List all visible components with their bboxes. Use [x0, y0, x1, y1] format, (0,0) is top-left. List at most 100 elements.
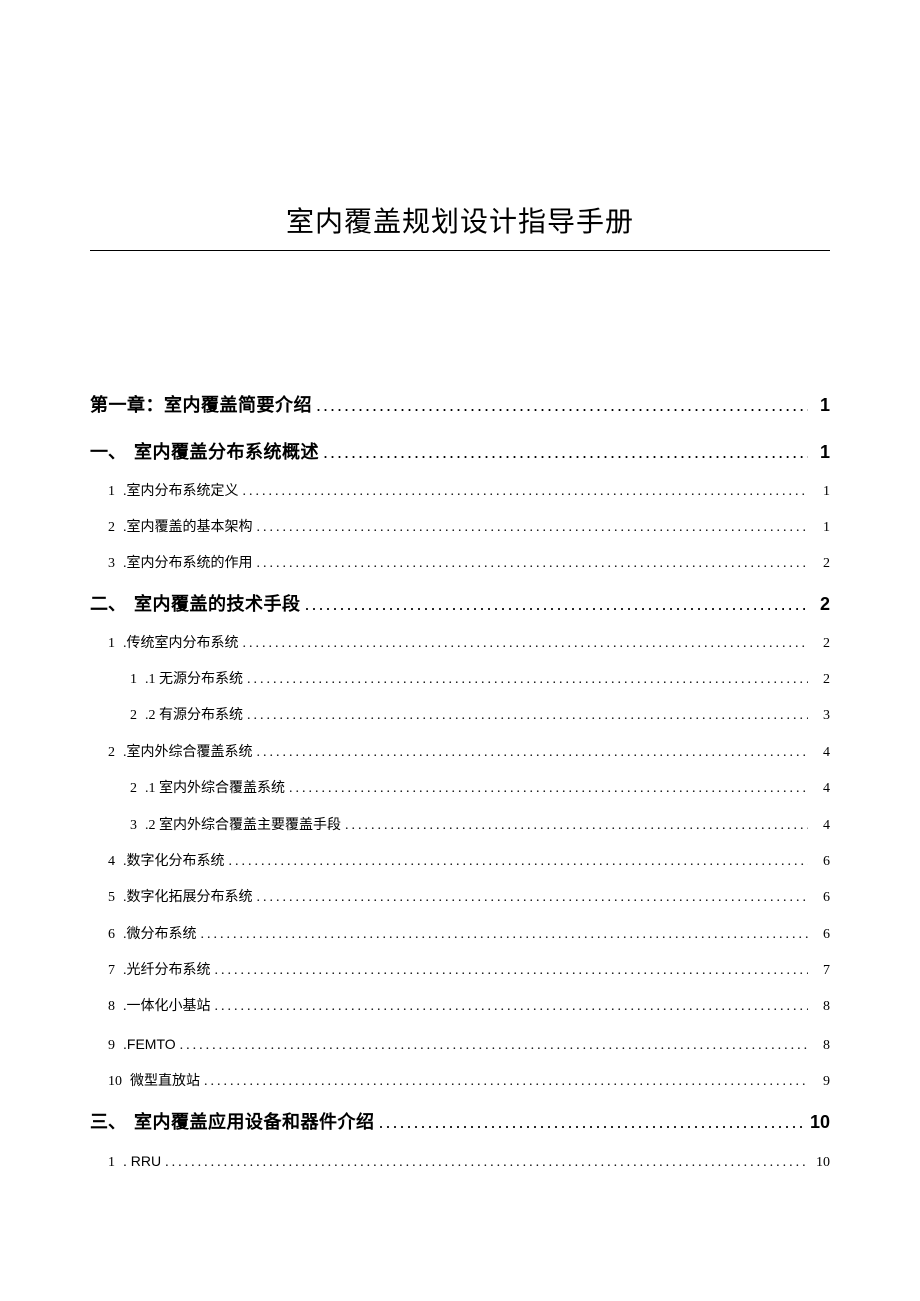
toc-entry-number: 2 — [130, 705, 137, 727]
toc-leader-dots — [257, 887, 809, 909]
toc-entry: 2 .室内覆盖的基本架构 1 — [90, 517, 830, 539]
toc-leader-dots — [180, 1035, 808, 1057]
toc-entry-number: 1 — [108, 1152, 115, 1174]
toc-entry-page: 9 — [812, 1071, 830, 1093]
toc-entry-page: 4 — [812, 742, 830, 764]
toc-entry-label: .数字化分布系统 — [123, 851, 225, 873]
toc-entry-label: 室内覆盖分布系统概述 — [134, 438, 319, 467]
toc-entry-page: 1 — [812, 517, 830, 539]
toc-entry-number: 2 — [130, 778, 137, 800]
toc-entry-number: 9 — [108, 1035, 115, 1057]
toc-entry-number: 3 — [130, 815, 137, 837]
toc-leader-dots — [229, 851, 809, 873]
toc-leader-dots — [243, 481, 809, 503]
toc-entry-label: .室内外综合覆盖系统 — [123, 742, 253, 764]
toc-entry-label: .2 有源分布系统 — [145, 705, 243, 727]
toc-entry: 7 .光纤分布系统 7 — [90, 960, 830, 982]
toc-entry: 8 .一体化小基站 8 — [90, 996, 830, 1018]
toc-entry-page: 1 — [812, 481, 830, 503]
toc-entry-number: 1 — [130, 669, 137, 691]
toc-entry: 二、室内覆盖的技术手段 2 — [90, 590, 830, 619]
toc-leader-dots — [247, 705, 808, 727]
toc-leader-dots — [257, 517, 809, 539]
toc-leader-dots — [257, 742, 809, 764]
toc-entry: 4 .数字化分布系统 6 — [90, 851, 830, 873]
toc-entry-number: 1 — [108, 481, 115, 503]
toc-entry: 3 .2 室内外综合覆盖主要覆盖手段 4 — [90, 815, 830, 837]
toc-entry-label: .数字化拓展分布系统 — [123, 887, 253, 909]
toc-entry-page: 2 — [812, 553, 830, 575]
toc-leader-dots — [201, 924, 809, 946]
toc-entry-label: .2 室内外综合覆盖主要覆盖手段 — [145, 815, 341, 837]
toc-entry: 6.微分布系统6 — [90, 924, 830, 946]
toc-entry-label: .室内覆盖的基本架构 — [123, 517, 253, 539]
toc-entry: 9 .FEMTO 8 — [90, 1033, 830, 1057]
toc-leader-dots — [379, 1108, 806, 1137]
toc-entry-page: 6 — [812, 851, 830, 873]
toc-entry-number: 2 — [108, 742, 115, 764]
toc-entry-number: 7 — [108, 960, 115, 982]
toc-entry-page: 8 — [812, 996, 830, 1018]
toc-leader-dots — [305, 590, 809, 619]
toc-entry-label: .室内分布系统的作用 — [123, 553, 253, 575]
toc-entry-page: 2 — [812, 633, 830, 655]
toc-entry-page: 10 — [810, 1108, 830, 1137]
toc-entry-label: .FEMTO — [123, 1033, 176, 1055]
toc-entry-number: 2 — [108, 517, 115, 539]
toc-entry: 2 .室内外综合覆盖系统 4 — [90, 742, 830, 764]
toc-entry-page: 10 — [812, 1152, 830, 1174]
document-page: 室内覆盖规划设计指导手册 第一章：室内覆盖简要介绍1一、室内覆盖分布系统概述11… — [0, 0, 920, 1249]
toc-entry-number: 三、 — [90, 1108, 126, 1137]
toc-entry: 10微型直放站9 — [90, 1071, 830, 1093]
toc-entry-label: 第一章：室内覆盖简要介绍 — [90, 391, 312, 420]
toc-leader-dots — [316, 391, 808, 420]
toc-leader-dots — [165, 1152, 808, 1174]
toc-leader-dots — [345, 815, 808, 837]
toc-entry-page: 2 — [812, 590, 830, 619]
toc-entry-number: 一、 — [90, 438, 126, 467]
toc-entry-number: 1 — [108, 633, 115, 655]
toc-entry-label: .传统室内分布系统 — [123, 633, 239, 655]
toc-entry-number: 10 — [108, 1071, 122, 1093]
toc-entry-page: 1 — [812, 438, 830, 467]
toc-entry-page: 7 — [812, 960, 830, 982]
toc-entry-number: 二、 — [90, 590, 126, 619]
toc-entry: 第一章：室内覆盖简要介绍 1 — [90, 391, 830, 420]
toc-entry-label: .1 室内外综合覆盖系统 — [145, 778, 285, 800]
toc-leader-dots — [289, 778, 808, 800]
toc-entry-label: 室内覆盖的技术手段 — [134, 590, 301, 619]
toc-leader-dots — [215, 996, 809, 1018]
toc-entry: 3 .室内分布系统的作用 2 — [90, 553, 830, 575]
toc-entry-label: .一体化小基站 — [123, 996, 211, 1018]
toc-entry-label: .室内分布系统定义 — [123, 481, 239, 503]
toc-entry-page: 8 — [812, 1035, 830, 1057]
toc-leader-dots — [323, 438, 808, 467]
toc-entry-number: 6 — [108, 924, 115, 946]
toc-entry: 2 .1 室内外综合覆盖系统 4 — [90, 778, 830, 800]
toc-entry-label: 室内覆盖应用设备和器件介绍 — [134, 1108, 375, 1137]
toc-entry-label: .1 无源分布系统 — [145, 669, 243, 691]
toc-entry-page: 4 — [812, 778, 830, 800]
toc-entry-number: 4 — [108, 851, 115, 873]
toc-leader-dots — [247, 669, 808, 691]
toc-entry-number: 8 — [108, 996, 115, 1018]
toc-entry-page: 1 — [812, 391, 830, 420]
toc-leader-dots — [204, 1071, 808, 1093]
toc-entry-page: 6 — [812, 887, 830, 909]
toc-entry-number: 5 — [108, 887, 115, 909]
toc-entry: 1 .1 无源分布系统 2 — [90, 669, 830, 691]
toc-entry-page: 3 — [812, 705, 830, 727]
toc-entry-page: 2 — [812, 669, 830, 691]
toc-entry-label: .光纤分布系统 — [123, 960, 211, 982]
toc-entry-page: 4 — [812, 815, 830, 837]
toc-entry-label: . RRU — [123, 1150, 161, 1172]
document-title: 室内覆盖规划设计指导手册 — [90, 200, 830, 251]
toc-entry: 1 . RRU 10 — [90, 1150, 830, 1174]
toc-entry-label: .微分布系统 — [123, 924, 197, 946]
toc-entry: 1 .室内分布系统定义 1 — [90, 481, 830, 503]
table-of-contents: 第一章：室内覆盖简要介绍1一、室内覆盖分布系统概述11.室内分布系统定义12.室… — [90, 391, 830, 1175]
toc-leader-dots — [243, 633, 809, 655]
toc-leader-dots — [257, 553, 809, 575]
toc-entry: 1 .传统室内分布系统 2 — [90, 633, 830, 655]
toc-entry-number: 3 — [108, 553, 115, 575]
